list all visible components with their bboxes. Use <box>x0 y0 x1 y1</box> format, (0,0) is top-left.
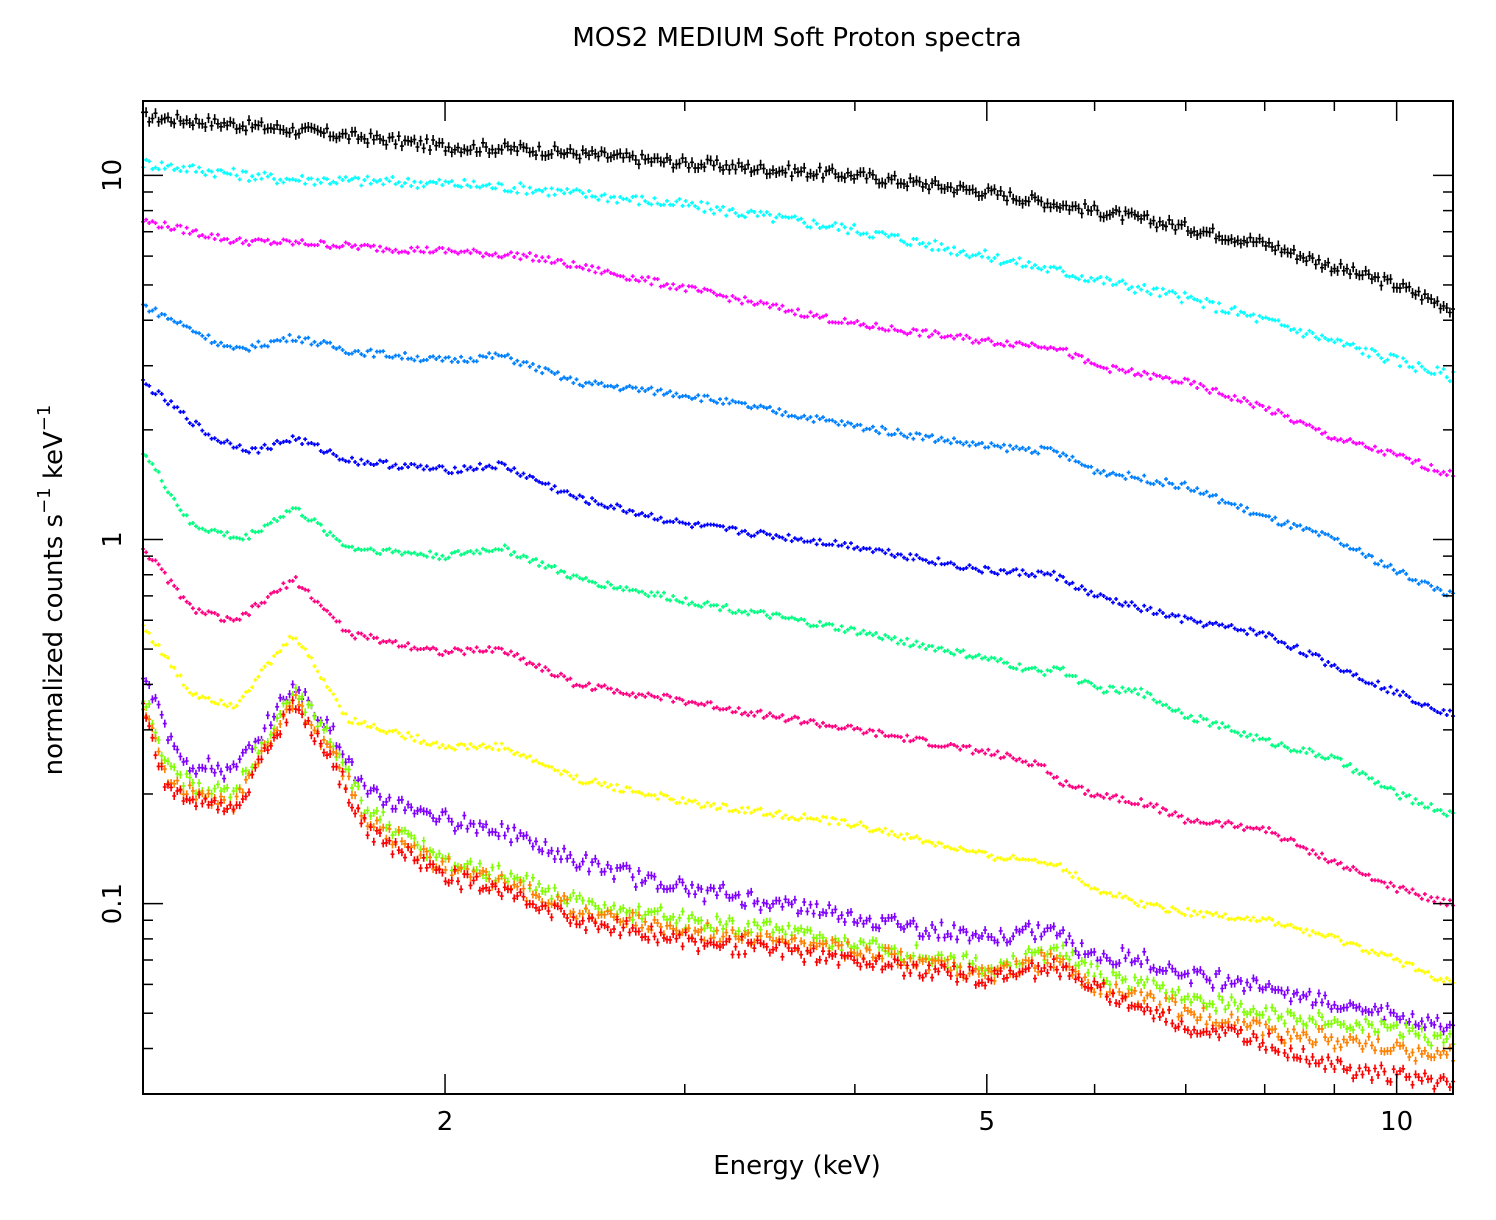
y-axis-label-exp1: −1 <box>34 487 55 514</box>
x-tick-label: 2 <box>437 1107 454 1137</box>
x-axis-label: Energy (keV) <box>713 1151 881 1181</box>
y-axis-label-unit: keV <box>39 431 69 487</box>
y-axis-label-main: normalized counts s <box>39 514 69 775</box>
tick-layer: 2 5 10 0.1 1 10 <box>98 101 1453 1137</box>
x-tick-label: 5 <box>979 1107 996 1137</box>
y-axis-label-exp2: −1 <box>34 405 55 432</box>
y-tick-label: 10 <box>98 159 128 192</box>
y-tick-label: 1 <box>98 531 128 548</box>
x-tick-label: 10 <box>1380 1107 1413 1137</box>
y-axis-label: normalized counts s−1 keV−1 <box>34 405 69 776</box>
series-layer <box>141 107 1455 1093</box>
y-tick-label: 0.1 <box>98 883 128 924</box>
plot-frame <box>142 100 1454 1095</box>
chart-title: MOS2 MEDIUM Soft Proton spectra <box>572 23 1021 53</box>
